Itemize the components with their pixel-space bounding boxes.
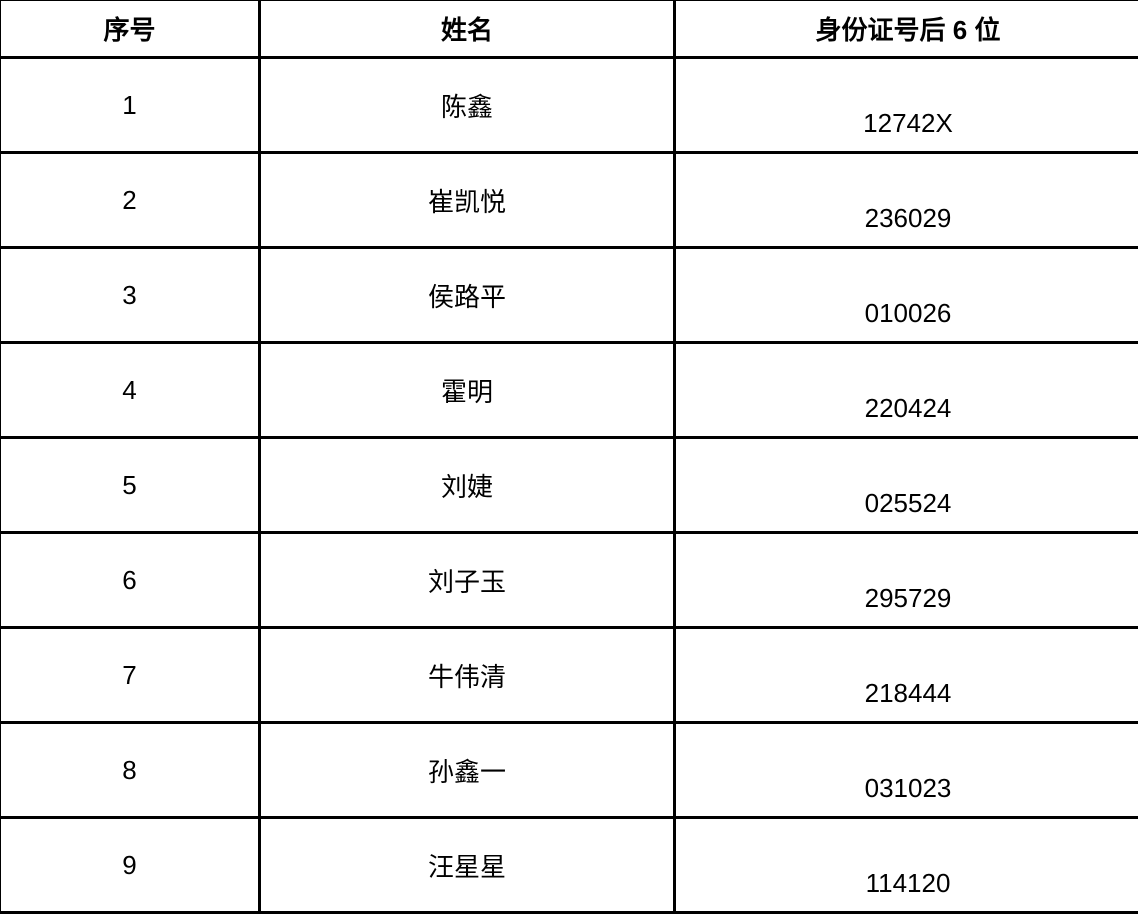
- table-row: 6 刘子玉 295729: [0, 531, 1138, 629]
- row-id-last6: 218444: [673, 626, 1138, 724]
- row-name: 陈鑫: [258, 56, 676, 154]
- row-id-last6: 236029: [673, 151, 1138, 249]
- row-number: 8: [0, 721, 261, 819]
- row-id-last6: 010026: [673, 246, 1138, 344]
- row-number: 3: [0, 246, 261, 344]
- row-name: 汪星星: [258, 816, 676, 914]
- row-id-last6: 220424: [673, 341, 1138, 439]
- row-id-last6: 031023: [673, 721, 1138, 819]
- row-number: 5: [0, 436, 261, 534]
- row-number: 6: [0, 531, 261, 629]
- row-number: 4: [0, 341, 261, 439]
- header-name: 姓名: [258, 0, 676, 59]
- table-row: 8 孙鑫一 031023: [0, 721, 1138, 819]
- row-number: 7: [0, 626, 261, 724]
- row-id-last6: 12742X: [673, 56, 1138, 154]
- table-row: 7 牛伟清 218444: [0, 626, 1138, 724]
- row-name: 孙鑫一: [258, 721, 676, 819]
- row-name: 霍明: [258, 341, 676, 439]
- table-row: 1 陈鑫 12742X: [0, 56, 1138, 154]
- table-row: 2 崔凯悦 236029: [0, 151, 1138, 249]
- header-row: 序号 姓名 身份证号后 6 位: [0, 0, 1138, 59]
- table-row: 3 侯路平 010026: [0, 246, 1138, 344]
- row-name: 崔凯悦: [258, 151, 676, 249]
- row-id-last6: 114120: [673, 816, 1138, 914]
- row-name: 刘婕: [258, 436, 676, 534]
- row-name: 刘子玉: [258, 531, 676, 629]
- header-number: 序号: [0, 0, 261, 59]
- table-row: 5 刘婕 025524: [0, 436, 1138, 534]
- table-row: 9 汪星星 114120: [0, 816, 1138, 914]
- table-row: 4 霍明 220424: [0, 341, 1138, 439]
- header-id-last6: 身份证号后 6 位: [673, 0, 1138, 59]
- row-name: 侯路平: [258, 246, 676, 344]
- row-number: 1: [0, 56, 261, 154]
- row-number: 2: [0, 151, 261, 249]
- row-id-last6: 295729: [673, 531, 1138, 629]
- row-number: 9: [0, 816, 261, 914]
- row-name: 牛伟清: [258, 626, 676, 724]
- row-id-last6: 025524: [673, 436, 1138, 534]
